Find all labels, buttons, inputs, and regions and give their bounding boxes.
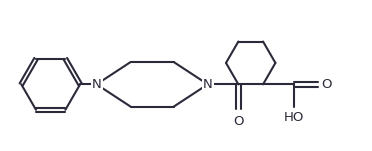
Text: O: O <box>321 78 332 91</box>
Text: N: N <box>203 78 213 91</box>
Text: HO: HO <box>283 111 304 124</box>
Text: O: O <box>233 115 244 128</box>
Text: N: N <box>92 78 102 91</box>
